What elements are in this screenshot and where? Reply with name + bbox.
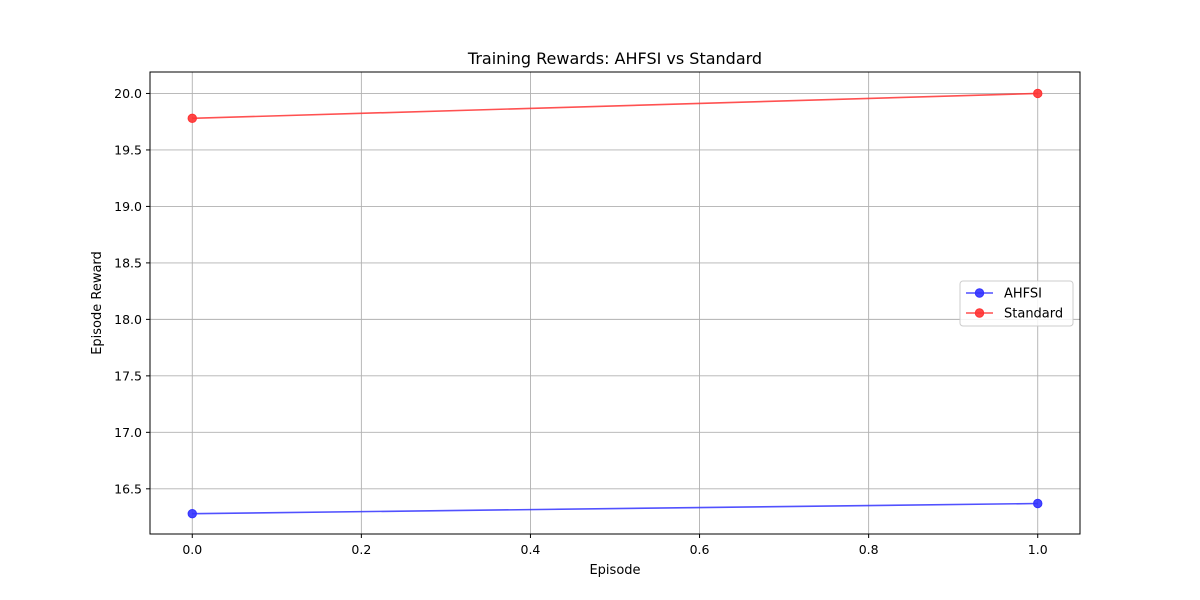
legend-label-ahfsi: AHFSI — [1004, 287, 1042, 302]
y-tick-label: 18.0 — [114, 312, 142, 327]
chart-title: Training Rewards: AHFSI vs Standard — [467, 49, 762, 68]
series-line-standard — [192, 92, 1038, 120]
legend: AHFSI Standard — [959, 280, 1074, 327]
y-tick-label: 20.0 — [114, 86, 142, 101]
x-axis-label: Episode — [589, 563, 640, 578]
y-tick-label: 17.0 — [114, 425, 142, 440]
x-tick-label: 0.2 — [351, 542, 371, 557]
grid — [150, 72, 1080, 534]
data-point-standard — [187, 113, 197, 124]
series-line-ahfsi — [192, 502, 1038, 515]
y-tick-label: 17.5 — [114, 368, 142, 383]
data-point-standard — [1033, 88, 1043, 99]
data-point-ahfsi — [187, 508, 197, 519]
y-tick-label: 19.5 — [114, 142, 142, 157]
y-tick-label: 19.0 — [114, 199, 142, 214]
plot-frame — [149, 71, 1081, 535]
x-tick-label: 0.8 — [859, 542, 879, 557]
x-tick-label: 0.4 — [521, 542, 541, 557]
legend-label-standard: Standard — [1004, 307, 1063, 322]
plot-area — [149, 71, 1081, 535]
x-tick-label: 1.0 — [1028, 542, 1048, 557]
legend-marker-standard — [974, 308, 985, 318]
y-axis-label: Episode Reward — [90, 251, 105, 355]
x-tick-label: 0.6 — [690, 542, 710, 557]
y-tick-label: 18.5 — [114, 255, 142, 270]
y-tick-label: 16.5 — [114, 481, 142, 496]
data-point-ahfsi — [1033, 498, 1043, 509]
x-tick-label: 0.0 — [182, 542, 202, 557]
x-axis: 0.0 0.2 0.4 0.6 0.8 1.0 — [182, 534, 1048, 557]
legend-marker-ahfsi — [974, 288, 985, 298]
y-axis: 16.5 17.0 17.5 18.0 18.5 19.0 19.5 20.0 — [114, 86, 150, 496]
